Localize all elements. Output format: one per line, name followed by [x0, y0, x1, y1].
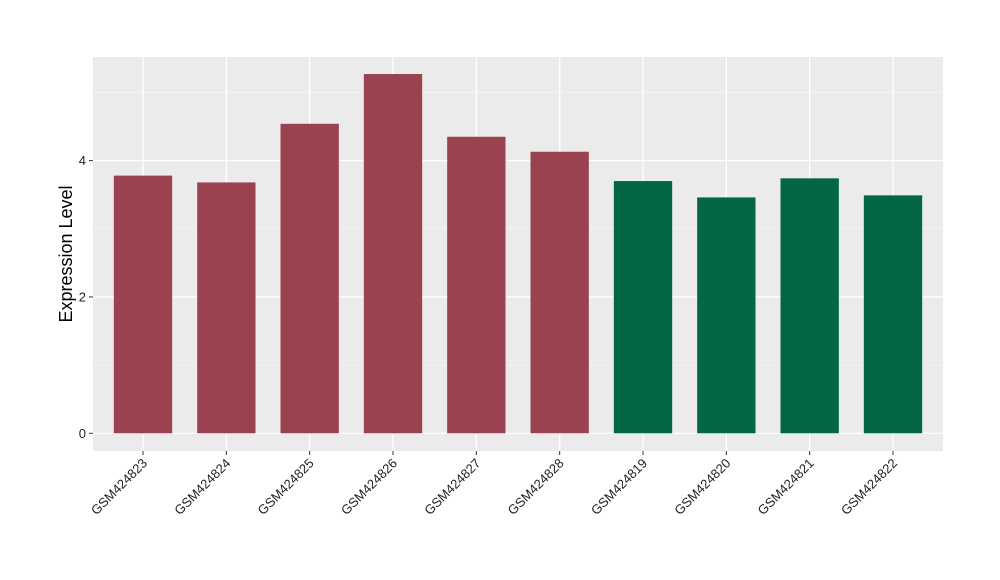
x-tick-label: GSM424821 [755, 456, 817, 518]
x-tick-label: GSM424827 [421, 456, 483, 518]
x-tick-label: GSM424823 [88, 456, 150, 518]
x-axis: GSM424823 GSM424824 GSM424825 GSM424826 GSM4… [88, 451, 900, 518]
bar-GSM424819 [613, 181, 673, 434]
y-axis-title: Expression Level [56, 185, 76, 322]
bar-GSM424827 [447, 136, 506, 434]
bar-GSM424826 [363, 74, 423, 434]
y-tick-label: 0 [79, 426, 86, 441]
y-tick-label: 2 [79, 289, 86, 304]
bars [113, 74, 923, 434]
x-tick-label: GSM424825 [255, 456, 317, 518]
y-axis: 0 2 4 [79, 153, 93, 441]
bar-GSM424821 [780, 178, 839, 434]
x-tick-label: GSM424828 [505, 456, 567, 518]
x-tick-label: GSM424826 [338, 456, 400, 518]
y-tick-label: 4 [79, 153, 86, 168]
x-tick-label: GSM424819 [588, 456, 650, 518]
x-tick-label: GSM424822 [838, 456, 900, 518]
x-tick-label: GSM424824 [171, 456, 233, 518]
bar-GSM424822 [863, 195, 923, 434]
bar-GSM424824 [197, 182, 256, 434]
bar-GSM424828 [530, 151, 589, 434]
bar-GSM424820 [697, 197, 756, 434]
bar-GSM424825 [280, 123, 339, 434]
bar-GSM424823 [113, 175, 173, 434]
x-tick-label: GSM424820 [671, 456, 733, 518]
